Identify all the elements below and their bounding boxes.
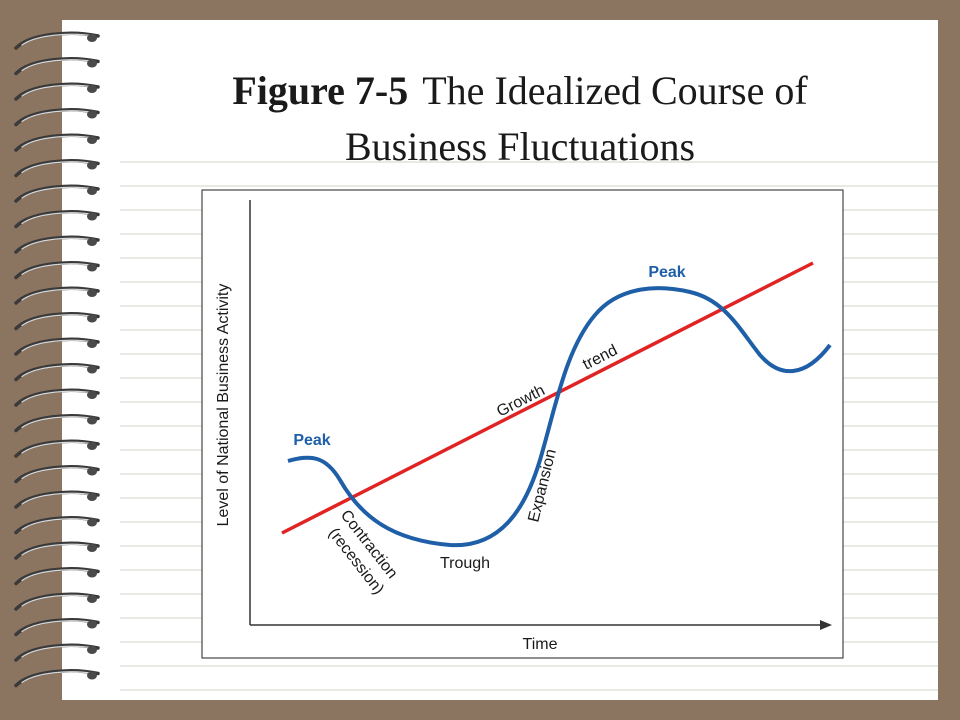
spiral-ring-highlight (21, 671, 95, 684)
spiral-hole (87, 518, 97, 527)
title-line-1: Figure 7-5 The Idealized Course of (232, 68, 808, 113)
spiral-hole (87, 314, 97, 323)
spiral-ring (14, 133, 100, 152)
spiral-ring-highlight (21, 569, 95, 582)
spiral-hole (87, 493, 97, 501)
spiral-ring (14, 669, 100, 688)
spiral-ring (14, 414, 100, 433)
spiral-ring (14, 235, 100, 254)
spiral-ring-highlight (21, 263, 95, 276)
spiral-hole (87, 620, 97, 629)
spiral-ring (14, 541, 100, 560)
trough-label: Trough (440, 555, 490, 572)
spiral-ring-highlight (21, 161, 95, 174)
spiral-hole (87, 110, 97, 119)
spiral-hole (87, 238, 97, 246)
spiral-ring-highlight (21, 186, 95, 199)
peak-label: Peak (293, 432, 330, 449)
spiral-ring (14, 516, 100, 535)
spiral-ring (14, 159, 100, 178)
spiral-hole (87, 187, 97, 195)
spiral-hole (87, 416, 97, 425)
spiral-ring (14, 567, 100, 586)
spiral-ring-highlight (21, 59, 95, 72)
x-axis-label: Time (523, 636, 558, 653)
spiral-ring-highlight (21, 110, 95, 123)
x-axis-arrow (820, 620, 832, 630)
spiral-hole (87, 544, 97, 552)
spiral-ring (14, 337, 100, 356)
spiral-ring-highlight (21, 339, 95, 352)
spiral-ring (14, 108, 100, 127)
trend-line (281, 261, 814, 535)
spiral-hole (87, 365, 97, 374)
spiral-ring (14, 57, 100, 76)
spiral-ring-highlight (21, 135, 95, 148)
spiral-ring-highlight (21, 416, 95, 429)
y-axis-label: Level of National Business Activity (215, 284, 232, 527)
spiral-ring (14, 286, 100, 305)
spiral-hole (87, 442, 97, 450)
spiral-hole (87, 161, 97, 170)
spiral-ring-highlight (21, 390, 95, 403)
spiral-ring-highlight (21, 212, 95, 225)
figure-box (201, 189, 844, 659)
spiral-hole (87, 391, 97, 399)
spiral-hole (87, 136, 97, 144)
spiral-ring-highlight (21, 594, 95, 607)
spiral-ring (14, 210, 100, 229)
spiral-ring (14, 363, 100, 382)
spiral-ring (14, 31, 100, 50)
spiral-ring (14, 439, 100, 458)
title-text: The Idealized Course of (422, 68, 808, 113)
spiral-ring (14, 465, 100, 484)
business-cycle-curve (287, 286, 832, 548)
spiral-ring (14, 82, 100, 101)
spiral-ring-highlight (21, 620, 95, 633)
spiral-hole (87, 671, 97, 680)
spiral-hole (87, 340, 97, 348)
spiral-hole (87, 59, 97, 68)
spiral-ring (14, 184, 100, 203)
spiral-ring-highlight (21, 84, 95, 97)
title-bold: Figure 7-5 (232, 68, 408, 113)
spiral-ring-highlight (21, 237, 95, 250)
spiral-ring-highlight (21, 645, 95, 658)
spiral-ring-highlight (21, 543, 95, 556)
spiral-hole (87, 289, 97, 297)
spiral-ring (14, 490, 100, 509)
spiral-hole (87, 212, 97, 221)
spiral-ring-highlight (21, 492, 95, 505)
spiral-ring-highlight (21, 467, 95, 480)
spiral (14, 31, 100, 688)
spiral-hole (87, 263, 97, 272)
spiral-ring (14, 592, 100, 611)
spiral-hole (87, 85, 97, 93)
title-line-2: Business Fluctuations (345, 124, 695, 169)
spiral-ring-highlight (21, 365, 95, 378)
spiral-hole (87, 467, 97, 476)
spiral-hole (87, 34, 97, 42)
spiral-ring-highlight (21, 33, 95, 46)
spiral-hole (87, 646, 97, 654)
spiral-ring-highlight (21, 314, 95, 327)
spiral-hole (87, 569, 97, 578)
spiral-ring-highlight (21, 441, 95, 454)
spiral-hole (87, 595, 97, 603)
spiral-ring (14, 388, 100, 407)
spiral-ring (14, 261, 100, 280)
spiral-ring (14, 312, 100, 331)
spiral-ring-highlight (21, 288, 95, 301)
spiral-ring (14, 643, 100, 662)
spiral-ring-highlight (21, 518, 95, 531)
peak-label: Peak (648, 264, 685, 281)
spiral-ring (14, 618, 100, 637)
